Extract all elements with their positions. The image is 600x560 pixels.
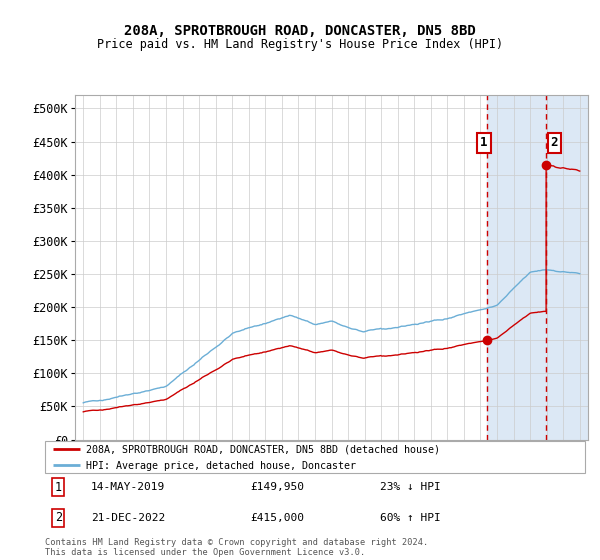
Text: 23% ↓ HPI: 23% ↓ HPI — [380, 482, 440, 492]
Text: 2: 2 — [55, 511, 62, 524]
Text: £415,000: £415,000 — [250, 513, 304, 523]
Text: Price paid vs. HM Land Registry's House Price Index (HPI): Price paid vs. HM Land Registry's House … — [97, 38, 503, 50]
Text: 2: 2 — [551, 137, 558, 150]
Text: 1: 1 — [55, 480, 62, 494]
FancyBboxPatch shape — [45, 441, 585, 473]
Text: 60% ↑ HPI: 60% ↑ HPI — [380, 513, 440, 523]
Text: 21-DEC-2022: 21-DEC-2022 — [91, 513, 165, 523]
Text: 208A, SPROTBROUGH ROAD, DONCASTER, DN5 8BD (detached house): 208A, SPROTBROUGH ROAD, DONCASTER, DN5 8… — [86, 445, 439, 455]
Text: £149,950: £149,950 — [250, 482, 304, 492]
Text: 208A, SPROTBROUGH ROAD, DONCASTER, DN5 8BD: 208A, SPROTBROUGH ROAD, DONCASTER, DN5 8… — [124, 24, 476, 38]
Text: 14-MAY-2019: 14-MAY-2019 — [91, 482, 165, 492]
Bar — [487, 95, 588, 440]
Text: HPI: Average price, detached house, Doncaster: HPI: Average price, detached house, Donc… — [86, 461, 355, 471]
Text: 1: 1 — [481, 137, 488, 150]
Text: Contains HM Land Registry data © Crown copyright and database right 2024.
This d: Contains HM Land Registry data © Crown c… — [45, 538, 428, 557]
